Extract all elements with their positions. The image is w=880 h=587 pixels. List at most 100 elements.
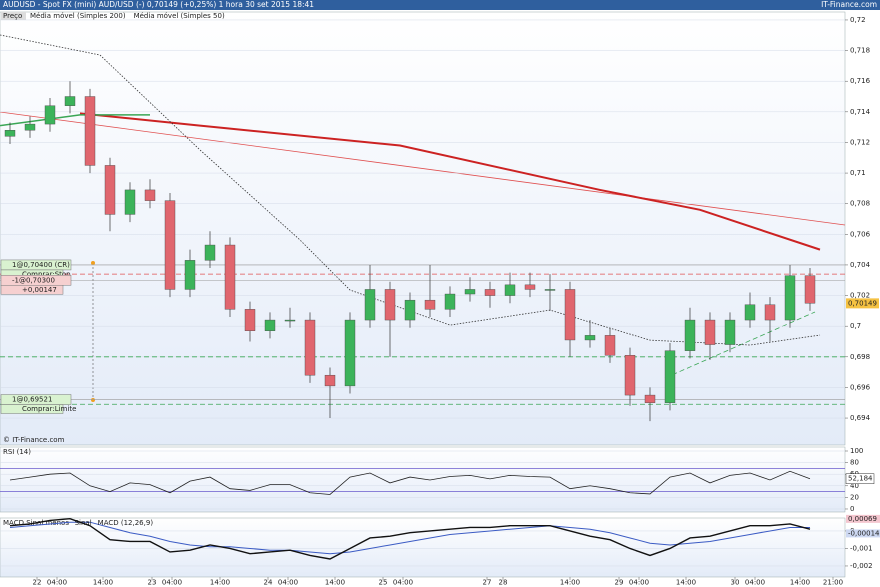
y-tick-label: 0,706 [850, 230, 871, 238]
candle-body [704, 319, 716, 345]
rsi-panel [0, 446, 846, 513]
y-tick-label: 100 [850, 447, 863, 455]
indicator-line [9, 517, 811, 560]
x-tick-label: 29 [615, 579, 624, 587]
current-value-label: 52,184 [848, 475, 873, 483]
candle-body [184, 260, 196, 290]
candle-body [224, 244, 236, 310]
candle-body [784, 275, 796, 321]
x-tick-label: 27 [483, 579, 492, 587]
y-tick-label: 0,712 [850, 138, 870, 146]
x-tick-label: 24 [264, 579, 273, 587]
x-tick-label: 14:00 [560, 579, 580, 587]
x-tick-label: 14:00 [210, 579, 230, 587]
x-tick-label: 14:00 [325, 579, 345, 587]
moving-average [0, 34, 821, 346]
candle-body [324, 374, 336, 387]
moving-average [79, 112, 821, 251]
candle-body [244, 309, 256, 331]
y-tick-label: 0,714 [850, 108, 871, 116]
candle-body [404, 299, 416, 321]
current-value-badge [845, 473, 875, 484]
y-tick-label: -0,001 [850, 544, 873, 552]
candle-body [364, 289, 376, 321]
candle-body [564, 289, 576, 341]
candle-body [424, 299, 436, 310]
candle-body [624, 355, 636, 396]
y-tick-label: -0,002 [850, 562, 873, 570]
candle-body [604, 335, 616, 356]
x-tick-label: 25 [379, 579, 388, 587]
moving-average [0, 114, 150, 127]
value-badge [846, 514, 880, 523]
y-tick-label: 0,698 [850, 353, 870, 361]
y-tick-label: 0,72 [850, 16, 866, 24]
order-sub: +0,00147 [22, 286, 57, 294]
x-tick-label: 14:00 [790, 579, 810, 587]
legend-price: Preço [3, 12, 22, 20]
value-badge [846, 529, 880, 538]
trendline [0, 111, 846, 226]
y-tick-label: 40 [850, 482, 859, 490]
y-tick-label: 0,7 [850, 322, 861, 330]
plot-layer: 0,72 0,718 0,716 0,714 0,712 0,71 0,708 0,706 0,… [0, 12, 880, 587]
current-price-badge [846, 298, 879, 309]
x-tick-label: 28 [499, 579, 508, 587]
legend-entry: MACD (12,26,9) [98, 519, 154, 527]
header-site: IT-Finance.com [821, 0, 877, 9]
candle-body [24, 123, 36, 131]
order-dot [91, 261, 95, 265]
candle-body [744, 304, 756, 321]
x-tick-label: 04:00 [47, 579, 67, 587]
y-tick-label: 0,702 [850, 292, 870, 300]
x-tick-label: 04:00 [629, 579, 649, 587]
x-tick-label: 04:00 [745, 579, 765, 587]
candle-body [204, 244, 216, 261]
x-tick-label: 04:00 [278, 579, 298, 587]
candle-body [384, 289, 396, 321]
candle-body [484, 289, 496, 296]
y-tick-label: 0,708 [850, 200, 870, 208]
candle-body [684, 319, 696, 351]
candle-body [664, 350, 676, 403]
value-badge-label: -0,00014 [848, 529, 880, 537]
x-tick-label: 04:00 [162, 579, 182, 587]
candle-body [264, 319, 276, 331]
current-price-label: 0,70149 [848, 299, 877, 307]
candle-body [284, 319, 296, 322]
indicator-line [9, 470, 811, 495]
x-tick-label: 30 [731, 579, 740, 587]
y-tick-label: 0,718 [850, 47, 870, 55]
x-tick-label: 14:00 [93, 579, 113, 587]
order-sub: Comprar:Limite [22, 405, 76, 413]
y-tick-label: 0,696 [850, 383, 871, 391]
candle-body [164, 200, 176, 290]
legend-entry: Média móvel (Simples 50) [134, 12, 225, 20]
order-sub-box [0, 404, 64, 414]
y-tick-label: 0,71 [850, 169, 866, 177]
x-tick-label: 14:00 [676, 579, 696, 587]
x-tick-label: 04:00 [393, 579, 413, 587]
order-label: 1@0,69521 [12, 396, 52, 404]
macd-panel [0, 517, 846, 578]
y-tick-label: 0,694 [850, 414, 871, 422]
header-title: AUDUSD - Spot FX (mini) AUD/USD (-) 0,70… [3, 0, 314, 9]
candle-body [584, 335, 596, 341]
candle-body [124, 189, 136, 215]
order-label: -1@0,70300 [12, 276, 55, 284]
candle-body [464, 289, 476, 295]
watermark: © IT-Finance.com [3, 436, 65, 444]
y-tick-label: 0 [850, 505, 854, 513]
order-sub-box [0, 285, 64, 295]
candle-body [444, 293, 456, 310]
y-tick-label: 80 [850, 459, 859, 467]
x-tick-label: 23 [148, 579, 157, 587]
candle-body [304, 319, 316, 376]
candle-body [524, 284, 536, 290]
order-label: 1@0,70400 (CR) [12, 261, 70, 269]
candle-body [4, 130, 16, 137]
candle-body [144, 189, 156, 201]
candle-body [44, 105, 56, 125]
candle-body [804, 275, 816, 304]
